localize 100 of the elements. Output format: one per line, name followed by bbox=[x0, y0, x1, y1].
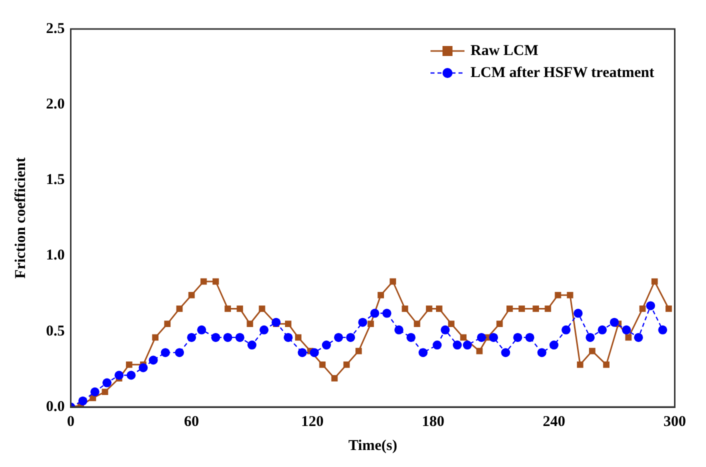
point bbox=[562, 325, 571, 334]
point bbox=[394, 325, 404, 334]
point bbox=[331, 375, 338, 382]
point bbox=[176, 306, 183, 312]
point bbox=[370, 308, 380, 318]
point bbox=[322, 340, 331, 350]
point bbox=[114, 370, 124, 380]
x-tick-label: 180 bbox=[422, 414, 444, 430]
point bbox=[440, 325, 450, 334]
point bbox=[246, 320, 254, 328]
point bbox=[310, 348, 319, 358]
y-tick-label: 2.0 bbox=[46, 96, 65, 112]
y-tick-label: 0.0 bbox=[46, 398, 65, 415]
point bbox=[544, 306, 552, 312]
point bbox=[390, 278, 396, 285]
point bbox=[586, 332, 595, 342]
y-tick-label: 1.0 bbox=[46, 248, 65, 264]
point bbox=[603, 361, 610, 368]
point bbox=[319, 361, 326, 368]
point bbox=[235, 332, 244, 342]
point bbox=[200, 278, 207, 285]
x-tick-label: 120 bbox=[301, 414, 324, 430]
point bbox=[418, 348, 428, 358]
legend-label: Raw LCM bbox=[470, 42, 538, 59]
y-tick-label: 1.5 bbox=[46, 172, 65, 188]
point bbox=[476, 332, 486, 342]
point bbox=[126, 370, 136, 380]
point bbox=[295, 334, 302, 341]
x-tick-label: 240 bbox=[542, 414, 566, 430]
point bbox=[272, 318, 281, 327]
point bbox=[382, 308, 392, 318]
point bbox=[260, 325, 269, 334]
point bbox=[355, 348, 362, 354]
point bbox=[452, 340, 462, 350]
point bbox=[589, 348, 596, 354]
point bbox=[566, 292, 574, 298]
point bbox=[148, 356, 158, 365]
point bbox=[224, 306, 231, 312]
point bbox=[334, 332, 344, 342]
point bbox=[258, 306, 266, 312]
y-axis-title: Friction coefficient bbox=[12, 157, 29, 279]
point bbox=[436, 306, 442, 312]
point bbox=[598, 325, 607, 334]
point bbox=[414, 320, 420, 328]
point bbox=[532, 306, 540, 312]
point bbox=[90, 387, 100, 396]
point bbox=[406, 332, 416, 342]
y-tick-label: 0.5 bbox=[46, 323, 65, 340]
point bbox=[496, 320, 503, 328]
point bbox=[658, 325, 668, 334]
point bbox=[164, 320, 171, 328]
point bbox=[489, 332, 498, 342]
point bbox=[346, 332, 356, 342]
point bbox=[402, 306, 408, 312]
point bbox=[426, 306, 432, 312]
point bbox=[358, 318, 368, 327]
point bbox=[223, 332, 232, 342]
point bbox=[138, 363, 148, 372]
point bbox=[160, 348, 170, 358]
x-tick-label: 300 bbox=[664, 414, 686, 430]
point bbox=[462, 340, 472, 350]
x-tick-label: 60 bbox=[184, 414, 200, 430]
point bbox=[574, 308, 583, 318]
y-tick-label: 2.5 bbox=[46, 20, 65, 37]
point bbox=[247, 340, 256, 350]
x-tick-label: 0 bbox=[67, 414, 74, 430]
point bbox=[549, 340, 558, 350]
point bbox=[576, 361, 584, 368]
point bbox=[197, 325, 206, 334]
point bbox=[211, 332, 220, 342]
point bbox=[152, 334, 158, 341]
point bbox=[651, 278, 658, 285]
point bbox=[448, 320, 454, 328]
point bbox=[506, 306, 513, 312]
point bbox=[236, 306, 244, 312]
point bbox=[622, 325, 631, 334]
point bbox=[610, 318, 619, 327]
point bbox=[343, 361, 350, 368]
point bbox=[126, 361, 132, 368]
point bbox=[537, 348, 546, 358]
point bbox=[666, 306, 672, 312]
point bbox=[174, 348, 184, 358]
point bbox=[525, 332, 534, 342]
point bbox=[432, 340, 442, 350]
point bbox=[285, 320, 292, 328]
x-axis-title: Time(s) bbox=[348, 438, 398, 454]
point bbox=[639, 306, 646, 312]
point bbox=[554, 292, 562, 298]
point bbox=[298, 348, 307, 358]
point bbox=[284, 332, 293, 342]
point bbox=[513, 332, 522, 342]
point bbox=[501, 348, 510, 358]
point bbox=[102, 378, 112, 388]
point bbox=[368, 320, 374, 328]
point bbox=[460, 334, 467, 341]
point bbox=[378, 292, 384, 298]
point bbox=[212, 278, 219, 285]
legend-label: LCM after HSFW treatment bbox=[470, 64, 654, 81]
point bbox=[634, 332, 644, 342]
point bbox=[187, 332, 196, 342]
